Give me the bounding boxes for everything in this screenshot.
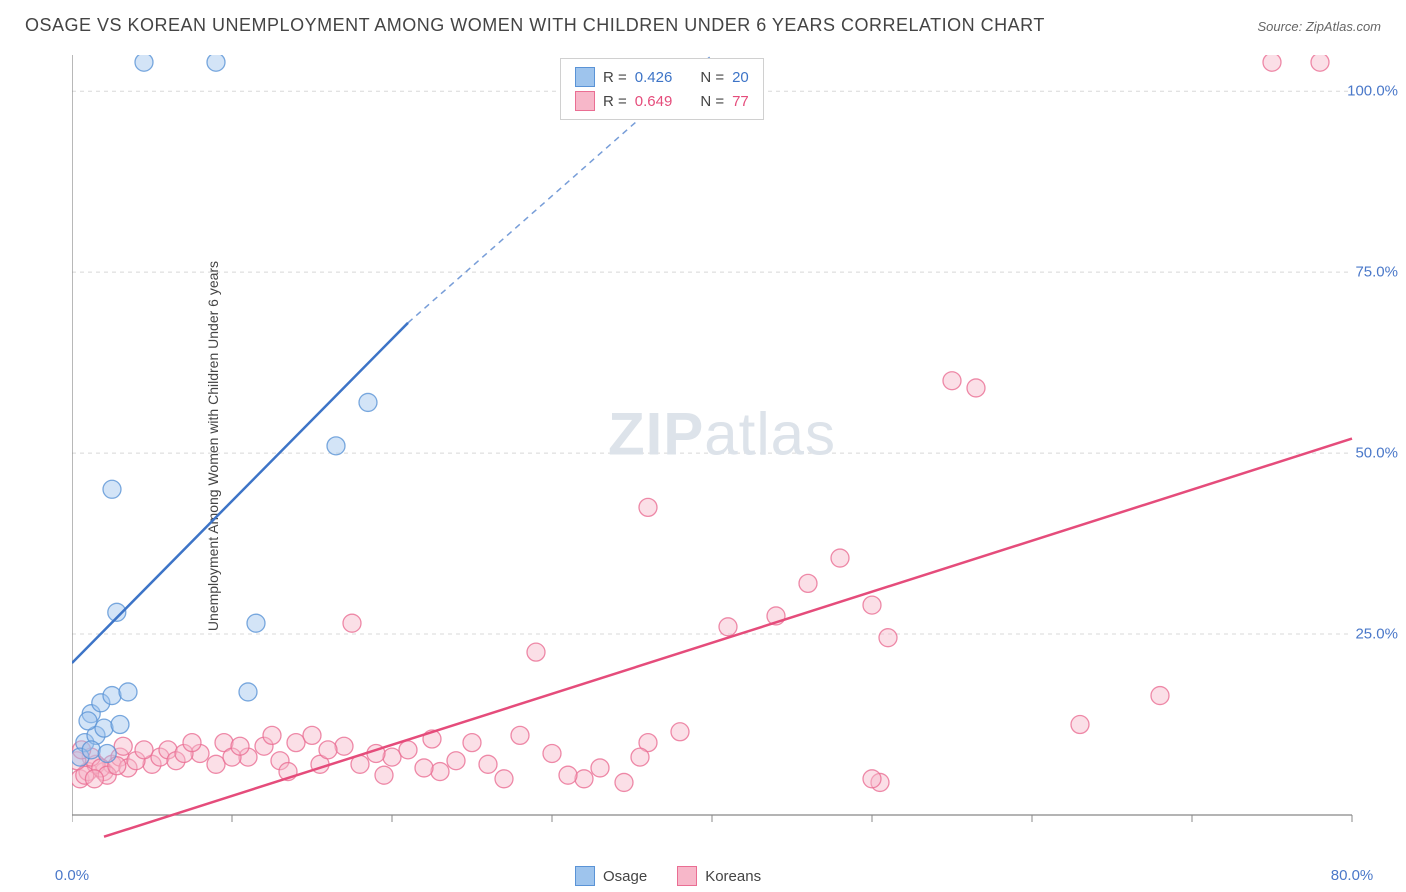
legend-series-item: Koreans bbox=[677, 866, 761, 886]
n-label: N = bbox=[700, 93, 724, 110]
x-tick-label: 0.0% bbox=[55, 867, 89, 884]
legend-swatch bbox=[677, 866, 697, 886]
y-tick-label: 50.0% bbox=[1355, 445, 1398, 462]
legend-swatch bbox=[575, 67, 595, 87]
r-label: R = bbox=[603, 93, 627, 110]
chart-area: ZIPatlas bbox=[72, 55, 1372, 845]
n-value: 77 bbox=[732, 93, 749, 110]
y-tick-label: 100.0% bbox=[1347, 83, 1398, 100]
y-tick-label: 25.0% bbox=[1355, 626, 1398, 643]
legend-correlation-row: R = 0.426 N = 20 bbox=[575, 65, 749, 89]
legend-correlation-row: R = 0.649 N = 77 bbox=[575, 89, 749, 113]
legend-swatch bbox=[575, 91, 595, 111]
x-tick-label: 80.0% bbox=[1331, 867, 1374, 884]
source-attribution: Source: ZipAtlas.com bbox=[1257, 19, 1381, 34]
correlation-legend: R = 0.426 N = 20 R = 0.649 N = 77 bbox=[560, 58, 764, 120]
n-label: N = bbox=[700, 69, 724, 86]
legend-series-label: Koreans bbox=[705, 868, 761, 885]
series-legend: Osage Koreans bbox=[575, 866, 761, 886]
legend-swatch bbox=[575, 866, 595, 886]
chart-title: OSAGE VS KOREAN UNEMPLOYMENT AMONG WOMEN… bbox=[25, 15, 1045, 36]
legend-series-item: Osage bbox=[575, 866, 647, 886]
y-tick-label: 75.0% bbox=[1355, 264, 1398, 281]
scatter-chart bbox=[72, 55, 1372, 845]
legend-series-label: Osage bbox=[603, 868, 647, 885]
r-value: 0.426 bbox=[635, 69, 673, 86]
r-value: 0.649 bbox=[635, 93, 673, 110]
r-label: R = bbox=[603, 69, 627, 86]
n-value: 20 bbox=[732, 69, 749, 86]
